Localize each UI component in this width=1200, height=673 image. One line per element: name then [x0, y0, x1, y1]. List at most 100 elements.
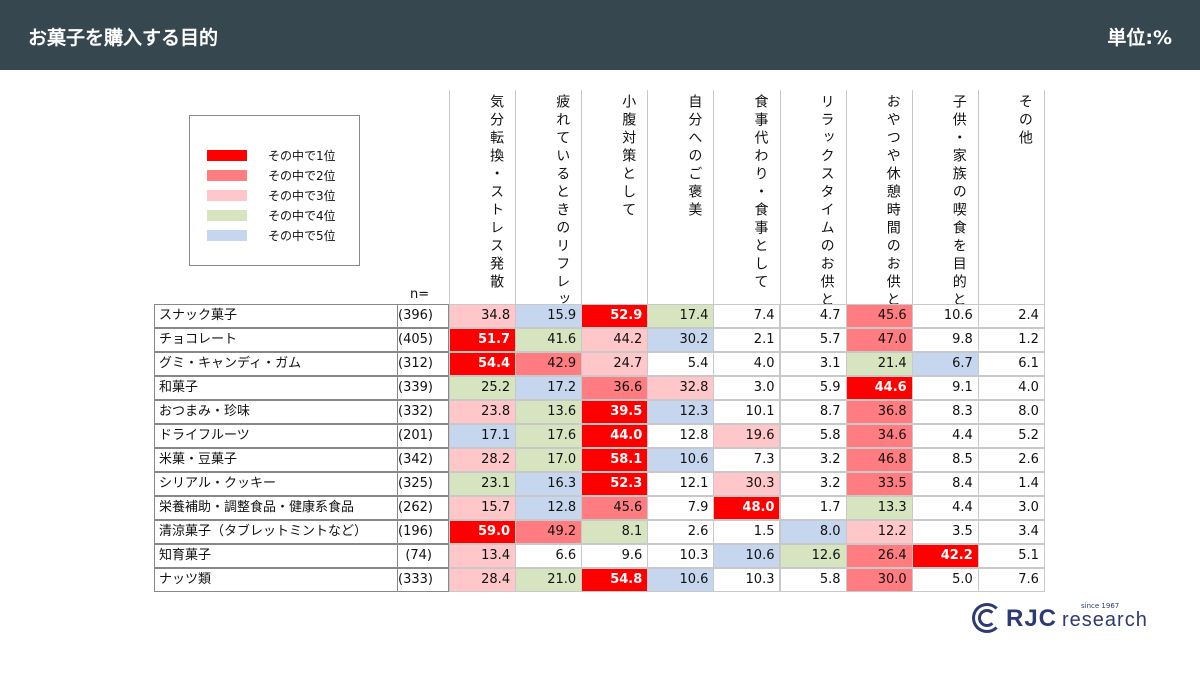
table-cell: 5.0 — [911, 568, 979, 592]
table-cell: 41.6 — [515, 328, 583, 352]
table-cell: 15.9 — [515, 304, 583, 328]
table-cell: 30.2 — [647, 328, 715, 352]
legend-label: その中で2位 — [268, 169, 336, 183]
table-cell: 12.8 — [515, 496, 583, 520]
table-cell: 36.8 — [845, 400, 913, 424]
table-cell: 10.3 — [713, 568, 781, 592]
header-bar: お菓子を購入する目的 単位:% — [0, 0, 1200, 70]
table-cell: 42.9 — [515, 352, 583, 376]
table-cell: 16.3 — [515, 472, 583, 496]
table-cell: 52.9 — [581, 304, 649, 328]
legend-swatch — [207, 210, 247, 221]
table-cell: 12.3 — [647, 400, 715, 424]
table-cell: 48.0 — [713, 496, 781, 520]
column-header: リラックスタイムのお供として — [779, 90, 846, 346]
table-cell: 3.0 — [713, 376, 781, 400]
table-cell: 45.6 — [581, 496, 649, 520]
logo-mark-icon — [972, 603, 1002, 633]
table-cell: 25.2 — [449, 376, 517, 400]
column-header: おやつや休憩時間のお供として — [845, 90, 912, 346]
column-header: 子供・家族の喫食を目的として — [911, 90, 978, 346]
table-cell: 8.3 — [911, 400, 979, 424]
table-cell: 12.6 — [779, 544, 847, 568]
table-cell: 5.1 — [977, 544, 1045, 568]
table-cell: 10.6 — [911, 304, 979, 328]
table-cell: 39.5 — [581, 400, 649, 424]
table-cell: 34.6 — [845, 424, 913, 448]
table-cell: 5.4 — [647, 352, 715, 376]
table-cell: 4.4 — [911, 496, 979, 520]
table-cell: 6.6 — [515, 544, 583, 568]
table-cell: 1.5 — [713, 520, 781, 544]
row-sample-size: (325) — [397, 472, 449, 496]
table-cell: 8.4 — [911, 472, 979, 496]
legend-swatch — [207, 170, 247, 181]
column-header-label: 自分へのご褒美 — [686, 94, 703, 220]
table-cell: 9.8 — [911, 328, 979, 352]
column-header: 食事代わり・食事として — [713, 90, 779, 304]
table-cell: 7.6 — [977, 568, 1045, 592]
table-cell: 4.0 — [713, 352, 781, 376]
table-cell: 7.3 — [713, 448, 781, 472]
table-cell: 9.1 — [911, 376, 979, 400]
table-cell: 9.6 — [581, 544, 649, 568]
column-header-label: 食事代わり・食事として — [752, 94, 769, 292]
column-header-label: 子供・家族の喫食を目的として — [950, 94, 967, 346]
table-cell: 30.0 — [845, 568, 913, 592]
table-cell: 12.8 — [647, 424, 715, 448]
table-cell: 8.0 — [977, 400, 1045, 424]
table-cell: 28.4 — [449, 568, 517, 592]
legend: その中で1位 その中で2位 その中で3位 その中で4位 その中で5位 — [189, 115, 360, 266]
column-divider — [1043, 90, 1045, 304]
table-cell: 17.6 — [515, 424, 583, 448]
column-header: 気分転換・ストレス発散 — [449, 90, 515, 304]
table-cell: 5.8 — [779, 568, 847, 592]
column-divider — [581, 90, 583, 304]
table-cell: 3.0 — [977, 496, 1045, 520]
table-cell: 59.0 — [449, 520, 517, 544]
table-cell: 10.1 — [713, 400, 781, 424]
table-cell: 7.4 — [713, 304, 781, 328]
row-sample-size: (332) — [397, 400, 449, 424]
table-cell: 10.6 — [713, 544, 781, 568]
column-divider — [647, 90, 649, 304]
table-cell: 17.2 — [515, 376, 583, 400]
table-cell: 51.7 — [449, 328, 517, 352]
logo-brand: RJC — [1006, 605, 1058, 632]
table-cell: 58.1 — [581, 448, 649, 472]
table-cell: 6.7 — [911, 352, 979, 376]
row-sample-size: (196) — [397, 520, 449, 544]
table-cell: 3.1 — [779, 352, 847, 376]
table-cell: 2.1 — [713, 328, 781, 352]
legend-swatch — [207, 150, 247, 161]
table-cell: 21.4 — [845, 352, 913, 376]
row-label: シリアル・クッキー — [154, 472, 397, 496]
table-cell: 8.5 — [911, 448, 979, 472]
table-cell: 21.0 — [515, 568, 583, 592]
row-label: グミ・キャンディ・ガム — [154, 352, 397, 376]
row-sample-size: (396) — [397, 304, 449, 328]
column-divider — [515, 90, 517, 304]
table-cell: 5.2 — [977, 424, 1045, 448]
table-cell: 5.9 — [779, 376, 847, 400]
logo-mark-inner-icon — [978, 609, 996, 627]
table-cell: 54.4 — [449, 352, 517, 376]
column-divider — [977, 90, 979, 304]
table-cell: 54.8 — [581, 568, 649, 592]
table-cell: 44.2 — [581, 328, 649, 352]
table-cell: 4.4 — [911, 424, 979, 448]
column-divider — [911, 90, 913, 304]
column-divider — [713, 90, 715, 304]
legend-swatch — [207, 230, 247, 241]
row-label: ドライフルーツ — [154, 424, 397, 448]
table-cell: 3.5 — [911, 520, 979, 544]
page-title: お菓子を購入する目的 — [28, 27, 219, 49]
table-cell: 1.7 — [779, 496, 847, 520]
row-label: 栄養補助・調整食品・健康系食品 — [154, 496, 397, 520]
row-label: 和菓子 — [154, 376, 397, 400]
logo-sub: research — [1062, 609, 1148, 631]
column-header: 自分へのご褒美 — [647, 90, 713, 304]
legend-label: その中で4位 — [268, 209, 336, 223]
row-sample-size: (405) — [397, 328, 449, 352]
table-cell: 28.2 — [449, 448, 517, 472]
